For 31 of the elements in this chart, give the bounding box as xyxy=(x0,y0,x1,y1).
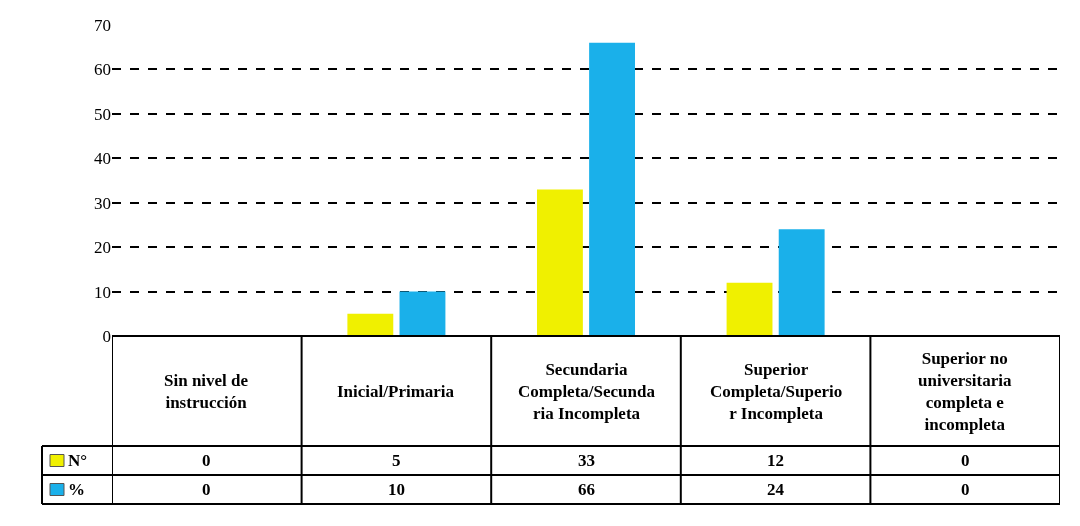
bar xyxy=(726,282,773,336)
data-label: 0 xyxy=(961,451,970,470)
y-tick-label: 70 xyxy=(94,15,111,35)
data-label: 0 xyxy=(961,480,970,499)
x-tick-label: Inicial/Primaria xyxy=(337,382,455,401)
data-label: 12 xyxy=(767,451,784,470)
y-tick-label: 0 xyxy=(102,326,111,346)
x-tick-label: Superior Completa/Superior Incompleta xyxy=(710,360,843,424)
data-label: 10 xyxy=(388,480,405,499)
y-tick-label: 30 xyxy=(94,193,111,213)
data-label: 24 xyxy=(767,480,785,499)
bar xyxy=(399,291,446,336)
x-tick-label: Superior no universitaria completa e incompleta xyxy=(918,349,1012,435)
y-tick-label: 20 xyxy=(94,238,111,258)
legend-label: % xyxy=(68,480,85,499)
y-tick-label: 50 xyxy=(94,104,111,124)
data-label: 66 xyxy=(578,480,595,499)
data-label: 0 xyxy=(202,480,211,499)
data-label: 5 xyxy=(392,451,401,470)
data-label: 0 xyxy=(202,451,211,470)
bar xyxy=(589,42,636,336)
x-tick-label: Sin nivel de instrucción xyxy=(164,371,249,413)
bar xyxy=(536,189,583,336)
y-tick-label: 60 xyxy=(94,60,111,80)
bar xyxy=(778,229,825,336)
data-label: 33 xyxy=(578,451,595,470)
x-tick-label: Secundaria Completa/Secundaria Incompleta xyxy=(518,360,656,424)
y-tick-label: 40 xyxy=(94,149,111,169)
legend-label: N° xyxy=(68,451,88,470)
y-tick-label: 10 xyxy=(94,282,111,302)
bar xyxy=(347,313,394,336)
